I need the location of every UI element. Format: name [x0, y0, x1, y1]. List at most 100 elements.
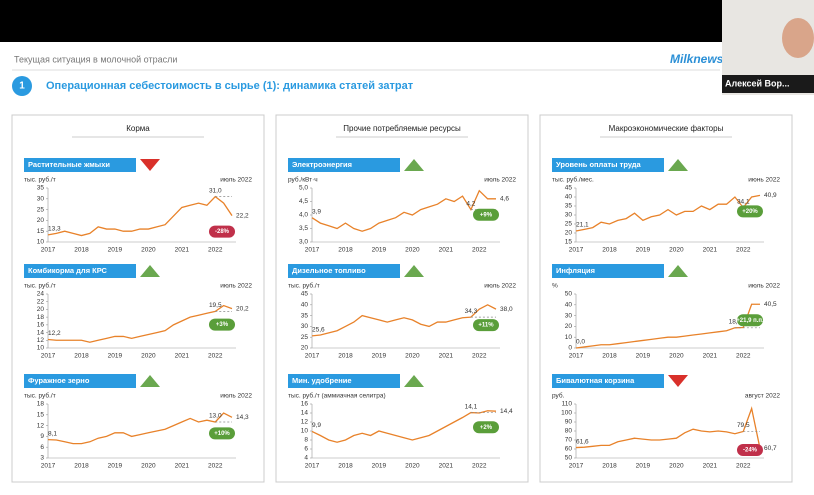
section-title: Текущая ситуация в молочной отрасли — [14, 54, 177, 64]
change-label: +10% — [214, 431, 230, 437]
date-label: июль 2022 — [220, 177, 252, 184]
value-label: 4,6 — [500, 196, 509, 203]
y-tick-label: 70 — [565, 437, 573, 444]
y-tick-label: 45 — [565, 185, 573, 192]
y-tick-label: 60 — [565, 446, 573, 453]
y-tick-label: 25 — [565, 221, 573, 228]
y-tick-label: 20 — [37, 306, 45, 313]
change-badge — [737, 205, 763, 218]
value-label: 79,5 — [737, 422, 750, 429]
x-tick-label: 2022 — [736, 353, 751, 360]
x-tick-label: 2017 — [569, 353, 584, 360]
x-tick-label: 2019 — [372, 353, 387, 360]
x-tick-label: 2019 — [636, 463, 651, 470]
y-tick-label: 15 — [37, 412, 45, 419]
unit-label: тыс. руб./т — [24, 392, 56, 400]
change-label: +2% — [480, 425, 493, 431]
x-tick-label: 2017 — [569, 247, 584, 254]
change-badge — [473, 319, 499, 332]
panel-title: Макроэкономические факторы — [609, 124, 724, 133]
y-tick-label: 3,0 — [299, 239, 308, 246]
data-line — [575, 406, 761, 449]
value-label: 21,1 — [576, 222, 589, 229]
y-tick-label: 10 — [37, 345, 45, 352]
change-badge — [737, 444, 763, 456]
value-label: 38,0 — [500, 306, 513, 313]
x-tick-label: 2020 — [141, 463, 156, 470]
x-tick-label: 2019 — [636, 247, 651, 254]
x-tick-label: 2018 — [602, 353, 617, 360]
chart-title: Уровень оплаты труда — [556, 160, 642, 169]
unit-label: % — [552, 283, 558, 290]
y-tick-label: 15 — [37, 228, 45, 235]
participant-name: Алексей Вор... — [725, 78, 790, 88]
x-tick-label: 2022 — [208, 353, 223, 360]
x-tick-label: 2022 — [736, 247, 751, 254]
data-line — [47, 195, 233, 237]
panel-title: Корма — [126, 124, 150, 133]
trend-marker — [668, 375, 688, 387]
value-label: 14,4 — [500, 408, 513, 415]
data-line — [311, 189, 496, 232]
x-tick-label: 2019 — [372, 463, 387, 470]
y-tick-label: 10 — [37, 239, 45, 246]
y-tick-label: 30 — [37, 196, 45, 203]
y-tick-label: 40 — [565, 302, 573, 309]
value-label: 34,1 — [737, 198, 750, 205]
unit-label: тыс. руб./т (аммиачная селитра) — [288, 392, 386, 400]
x-tick-label: 2018 — [338, 247, 353, 254]
x-tick-label: 2020 — [405, 353, 420, 360]
x-tick-label: 2019 — [372, 247, 387, 254]
trend-marker — [140, 375, 160, 387]
x-tick-label: 2022 — [208, 247, 223, 254]
unit-label: тыс. руб./мес. — [552, 176, 594, 184]
value-label: 31,0 — [209, 187, 222, 194]
value-label: 3,9 — [312, 208, 321, 215]
value-label: 34,3 — [465, 308, 478, 315]
change-label: +20% — [742, 209, 758, 215]
change-label: +9% — [480, 212, 493, 218]
x-tick-label: 2020 — [405, 247, 420, 254]
value-label: 40,5 — [764, 301, 777, 308]
y-tick-label: 20 — [37, 217, 45, 224]
x-tick-label: 2019 — [636, 353, 651, 360]
change-label: +11% — [478, 323, 494, 329]
x-tick-label: 2022 — [472, 353, 487, 360]
x-tick-label: 2020 — [141, 353, 156, 360]
x-tick-label: 2021 — [175, 247, 190, 254]
y-tick-label: 50 — [565, 455, 573, 462]
y-tick-label: 12 — [37, 422, 45, 429]
chart-title: Инфляция — [556, 266, 595, 275]
x-tick-label: 2017 — [305, 353, 320, 360]
x-tick-label: 2018 — [74, 463, 89, 470]
y-tick-label: 0 — [568, 345, 572, 352]
y-tick-label: 8 — [304, 437, 308, 444]
data-line — [47, 412, 233, 445]
date-label: июль 2022 — [484, 283, 516, 290]
x-tick-label: 2020 — [669, 463, 684, 470]
panel — [11, 114, 265, 483]
panel — [539, 114, 793, 483]
change-badge — [209, 225, 235, 238]
y-tick-label: 4 — [304, 455, 308, 462]
change-badge — [209, 318, 235, 331]
value-label: 8,1 — [48, 430, 57, 437]
x-tick-label: 2018 — [602, 247, 617, 254]
y-tick-label: 16 — [301, 401, 309, 408]
value-label: 19,5 — [209, 302, 222, 309]
chart-title: Дизельное топливо — [292, 266, 366, 275]
y-tick-label: 14 — [37, 329, 45, 336]
data-line — [575, 194, 761, 232]
x-tick-label: 2017 — [569, 463, 584, 470]
unit-label: руб./кВт·ч — [288, 176, 318, 184]
data-line — [47, 304, 233, 343]
x-tick-label: 2020 — [669, 247, 684, 254]
trend-marker — [668, 159, 688, 171]
x-tick-label: 2022 — [472, 463, 487, 470]
x-tick-label: 2018 — [338, 463, 353, 470]
x-tick-label: 2019 — [108, 463, 123, 470]
data-line — [311, 410, 497, 443]
y-tick-label: 10 — [301, 428, 309, 435]
value-label: 61,6 — [576, 438, 589, 445]
y-tick-label: 35 — [301, 312, 309, 319]
